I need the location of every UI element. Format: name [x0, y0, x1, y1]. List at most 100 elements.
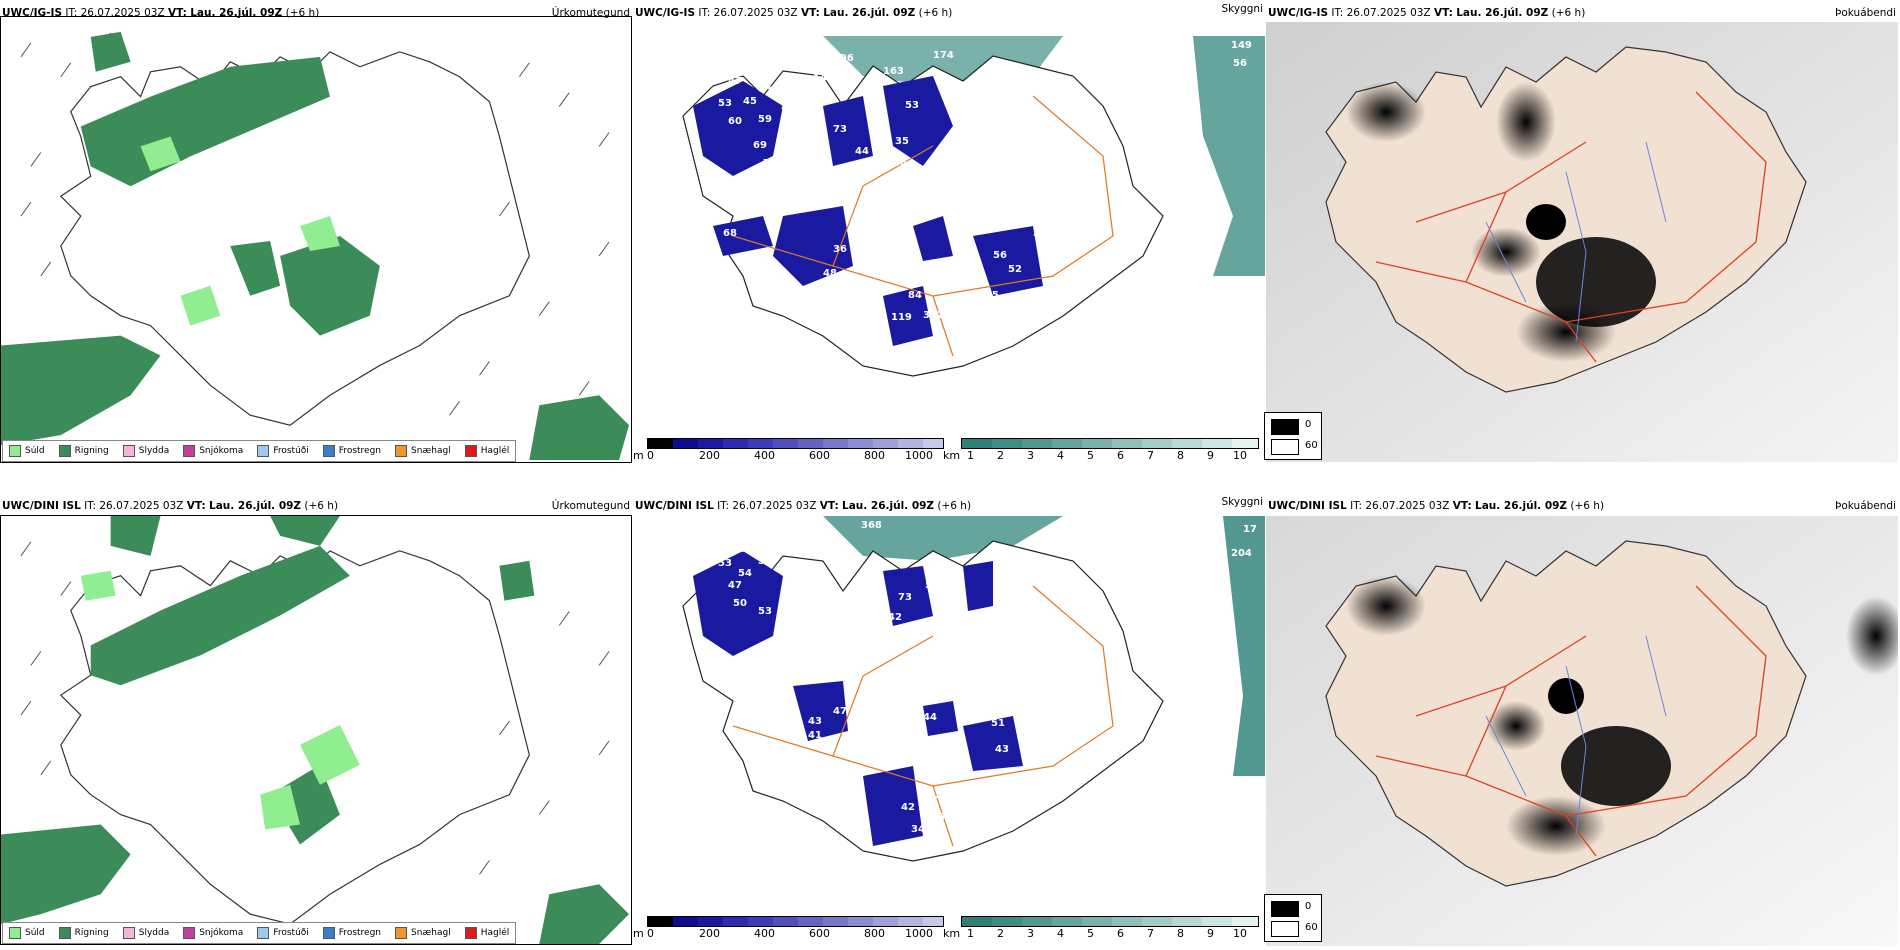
cloud-base-label: 37 [788, 290, 802, 301]
visibility-colorbar: km 1 2 3 4 5 6 7 8 9 10 [943, 916, 1263, 942]
colorbar-bin [1082, 917, 1112, 926]
fog-legend-label: 60 [1305, 440, 1318, 451]
fog-map[interactable] [1266, 22, 1898, 462]
model-name: UWC/DINI ISL [2, 500, 81, 512]
visibility-map[interactable]: 368 46 50 53 54 47 50 53 51 72 73 52 41 … [633, 516, 1265, 916]
colorbar-bin [898, 917, 923, 926]
cloud-base-label: 60 [728, 116, 742, 127]
colorbar-tick: 9 [1207, 449, 1214, 462]
colorbar-bin [848, 439, 873, 448]
legend-label: Snjókoma [199, 928, 244, 938]
colorbar-bin [1112, 917, 1142, 926]
vt-value: Lau. 26.júl. 09Z [842, 500, 935, 512]
colorbar-tick: 8 [1177, 449, 1184, 462]
colorbar-tick: 600 [809, 927, 830, 940]
panel-header: UWC/IG-IS IT: 26.07.2025 03Z VT: Lau. 26… [1268, 7, 1896, 21]
fog-areas [1346, 576, 1898, 856]
cloud-base-label: 42 [913, 364, 927, 375]
precip-map[interactable] [0, 515, 632, 945]
cloud-base-label: 53 [718, 98, 732, 109]
cloud-base-label: 50 [733, 598, 747, 609]
colorbar-bar [647, 438, 944, 449]
cloud-base-label: 36 [893, 158, 907, 169]
colorbar-bin [823, 917, 848, 926]
panel-header: UWC/DINI ISL IT: 26.07.2025 03Z VT: Lau.… [1268, 500, 1896, 514]
cloud-base-label: 200 [968, 314, 989, 325]
it-value: 26.07.2025 03Z [713, 7, 798, 19]
it-label: IT: [84, 500, 97, 512]
vt-label: VT: [1433, 7, 1453, 19]
rain-areas [1, 516, 630, 944]
it-value: 26.07.2025 03Z [99, 500, 184, 512]
road-network [732, 585, 1114, 847]
cloud-base-label: 47 [728, 580, 742, 591]
vt-label: VT: [800, 7, 820, 19]
precip-map[interactable] [0, 16, 632, 463]
legend-item: Haglél [464, 927, 509, 939]
colorbar-tick: 10 [1233, 449, 1247, 462]
cloud-base-label: 42 [888, 612, 902, 623]
legend-item: Frostregn [322, 445, 381, 457]
it-label: IT: [698, 7, 711, 19]
cloud-base-label: 10 [931, 352, 945, 363]
cloud-base-label: 53 [905, 100, 919, 111]
colorbar-tick: 3 [1027, 449, 1034, 462]
legend-swatch [395, 445, 408, 457]
cloud-base-label: 149 [1231, 40, 1252, 51]
visibility-map-svg: 368 46 50 53 54 47 50 53 51 72 73 52 41 … [682, 516, 1265, 862]
colorbar-unit: km [943, 449, 961, 462]
cloud-base-label: 142 [813, 73, 834, 84]
fog-map[interactable] [1266, 516, 1898, 946]
model-name: UWC/DINI ISL [635, 500, 714, 512]
legend-label: Frostúði [273, 928, 309, 938]
colorbar-tick: 6 [1117, 449, 1124, 462]
iceland-outline [59, 51, 530, 426]
cloud-base-label: 62 [813, 158, 827, 169]
vt-value: Lau. 26.júl. 09Z [823, 7, 916, 19]
visibility-map[interactable]: 196 174 163 142 149 56 62 63 47 54 53 45… [633, 36, 1265, 416]
colorbar-tick: 9 [1207, 927, 1214, 940]
cloud-base-label: 85 [781, 102, 795, 113]
legend-swatch [58, 445, 71, 457]
fog-areas [1346, 82, 1656, 362]
colorbar-tick: 10 [1233, 927, 1247, 940]
cloud-base-label: 47 [833, 706, 847, 717]
model-name: UWC/IG-IS [635, 7, 696, 19]
cloud-base-label: 63 [743, 58, 757, 69]
fog-legend-swatch [1271, 921, 1299, 937]
cloud-base-label: 322 [923, 310, 944, 321]
lead-time: (+6 h) [304, 500, 339, 512]
cloud-base-label: 17 [1243, 524, 1257, 535]
colorbar-tick: 200 [699, 927, 720, 940]
cloud-base-label: 65 [845, 628, 859, 639]
cloud-base-label: 119 [891, 312, 912, 323]
colorbar-tick: 5 [1087, 927, 1094, 940]
road-network [732, 95, 1114, 357]
colorbar-bin [673, 917, 698, 926]
low-cloud-areas [693, 76, 1043, 346]
colorbar-bin [992, 439, 1022, 448]
colorbar-bin [1232, 917, 1258, 926]
cloud-base-label: 84 [908, 290, 922, 301]
legend-swatch [395, 927, 408, 939]
cloud-base-label: 60 [833, 168, 847, 179]
cloud-base-label: 52 [1008, 264, 1022, 275]
legend-item: Slydda [122, 927, 169, 939]
panel-precip-type-dini-isl: UWC/DINI ISL IT: 26.07.2025 03Z VT: Lau.… [0, 480, 632, 950]
colorbar-tick: 800 [864, 927, 885, 940]
precip-type-legend: Súld Rigning Slydda Snjókoma Frostúði Fr… [2, 440, 517, 462]
cloud-base-label: 44 [858, 236, 872, 247]
colorbar-ticks: 1 2 3 4 5 6 7 8 9 10 [943, 449, 1263, 463]
cloud-base-label: 88 [781, 118, 795, 129]
cloud-base-label: 72 [775, 624, 789, 635]
panel-fog-ig-is: UWC/IG-IS IT: 26.07.2025 03Z VT: Lau. 26… [1266, 0, 1898, 470]
legend-label: Snæhagl [411, 446, 451, 456]
panel-visibility-ig-is: UWC/IG-IS IT: 26.07.2025 03Z VT: Lau. 26… [633, 0, 1265, 470]
colorbar-bin [773, 439, 798, 448]
cloud-base-label: 74 [783, 156, 797, 167]
cloud-base-colorbar: m 0 200 400 600 800 1000 [633, 916, 944, 942]
cloud-base-label: 43 [763, 274, 777, 285]
vt-label: VT: [1452, 500, 1472, 512]
vt-value: Lau. 26.júl. 09Z [209, 500, 302, 512]
cloud-base-label: 42 [901, 802, 915, 813]
